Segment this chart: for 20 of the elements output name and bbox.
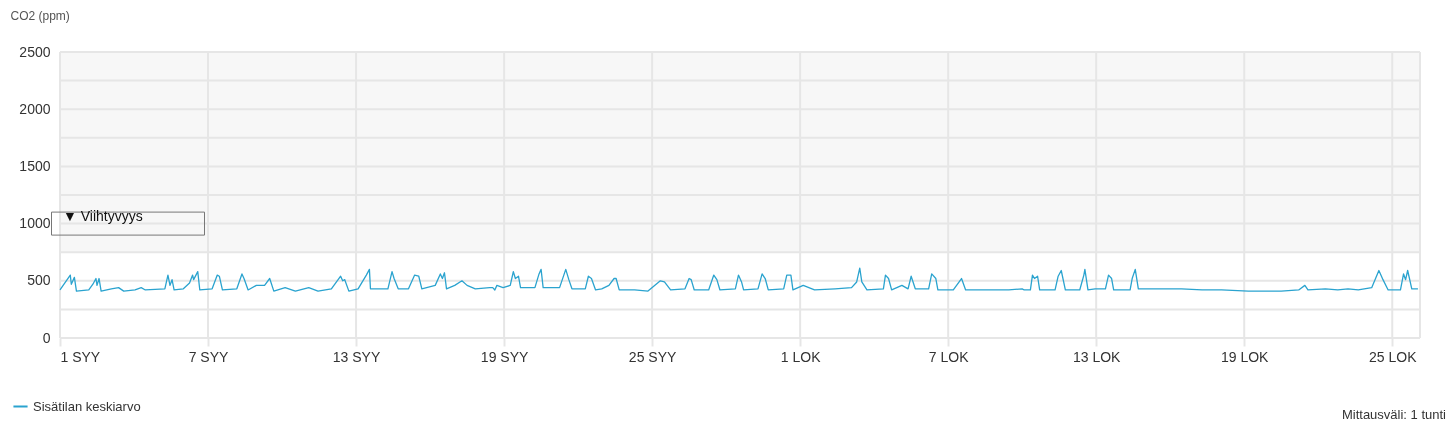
y-tick-label: 2500	[19, 43, 51, 60]
x-tick-label: 19 LOK	[1220, 348, 1270, 365]
y-tick-label: 0	[42, 329, 51, 346]
y-tick-label: 2000	[19, 100, 51, 117]
y-tick-label: 1500	[19, 157, 51, 174]
legend-label: Sisätilan keskiarvo	[33, 398, 141, 414]
x-tick-label: 19 SYY	[480, 348, 529, 365]
x-tick-label: 13 SYY	[332, 348, 381, 365]
x-tick-label: 7 SYY	[188, 348, 230, 365]
x-tick-label: 25 LOK	[1369, 348, 1418, 365]
text: Mittausväli: 1 tunti	[1341, 407, 1447, 422]
y-tick-label: 500	[27, 272, 51, 289]
x-tick-label: 13 LOK	[1072, 348, 1122, 365]
y-axis-title: CO2 (ppm)	[10, 8, 70, 23]
band-label: ▼ Viihtyvyys	[63, 207, 143, 224]
x-tick-label: 25 SYY	[628, 348, 677, 365]
y-tick-label: 1000	[19, 215, 51, 232]
x-tick-label: 1 LOK	[780, 348, 822, 365]
x-tick-label: 7 LOK	[928, 348, 970, 365]
x-tick-label: 1 SYY	[60, 348, 101, 365]
